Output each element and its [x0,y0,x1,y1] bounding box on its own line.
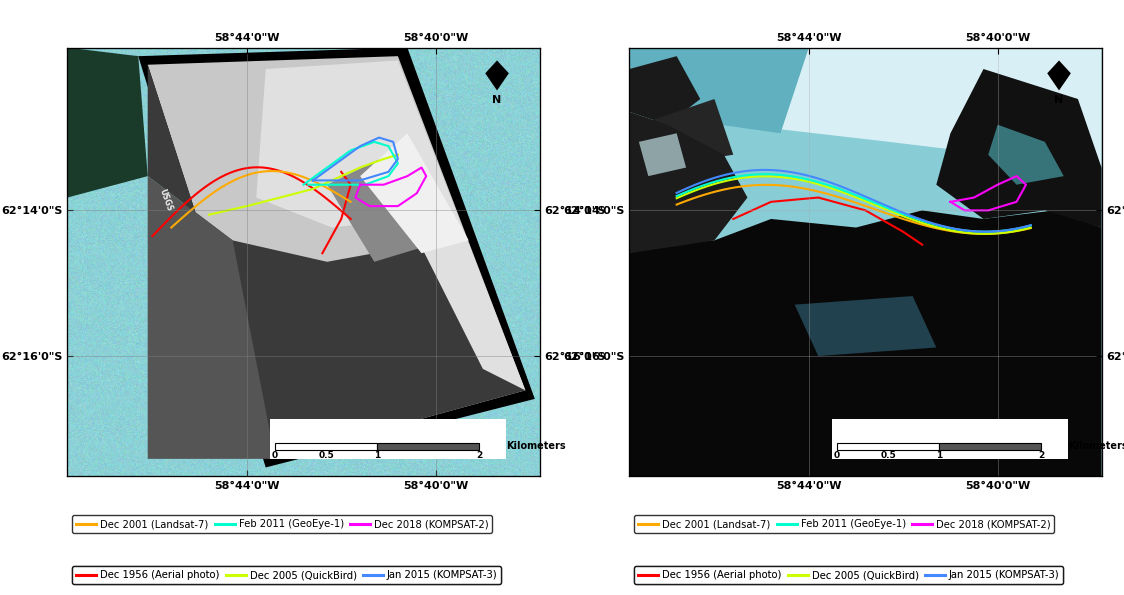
Polygon shape [629,211,1102,476]
Bar [837,443,940,450]
Legend: Dec 2001 (Landsat-7), Feb 2011 (GeoEye-1), Dec 2018 (KOMPSAT-2): Dec 2001 (Landsat-7), Feb 2011 (GeoEye-1… [72,515,492,534]
Polygon shape [256,61,525,390]
Polygon shape [1048,61,1071,90]
Polygon shape [638,133,686,176]
Polygon shape [795,296,936,356]
Polygon shape [629,56,700,125]
Text: Kilometers: Kilometers [1069,441,1124,452]
Polygon shape [988,125,1063,184]
Text: 0.5: 0.5 [318,451,334,460]
Polygon shape [147,56,525,459]
Text: 0.5: 0.5 [880,451,896,460]
Polygon shape [629,112,747,253]
Text: USGS: USGS [157,187,173,212]
Text: 2: 2 [1037,451,1044,460]
Text: Kilometers: Kilometers [507,441,566,452]
Text: 1: 1 [936,451,942,460]
Text: N: N [492,95,501,105]
Polygon shape [936,69,1102,227]
Polygon shape [629,48,1102,168]
Text: 0: 0 [834,451,841,460]
Polygon shape [67,48,147,198]
Bar [378,443,479,450]
Bar [275,443,378,450]
Polygon shape [147,65,275,459]
Polygon shape [327,155,445,262]
Text: 2: 2 [475,451,482,460]
Polygon shape [138,48,535,468]
FancyBboxPatch shape [271,419,507,459]
Text: 0: 0 [272,451,279,460]
Text: N: N [1054,95,1063,105]
Legend: Dec 1956 (Aerial photo), Dec 2005 (QuickBird), Jan 2015 (KOMPSAT-3): Dec 1956 (Aerial photo), Dec 2005 (Quick… [634,566,1063,584]
FancyBboxPatch shape [833,419,1069,459]
Bar [940,443,1041,450]
Text: 1: 1 [374,451,380,460]
Polygon shape [147,65,525,459]
Polygon shape [629,48,809,133]
Polygon shape [360,133,469,253]
Polygon shape [486,61,509,90]
Legend: Dec 2001 (Landsat-7), Feb 2011 (GeoEye-1), Dec 2018 (KOMPSAT-2): Dec 2001 (Landsat-7), Feb 2011 (GeoEye-1… [634,515,1054,534]
Polygon shape [638,99,733,168]
Legend: Dec 1956 (Aerial photo), Dec 2005 (QuickBird), Jan 2015 (KOMPSAT-3): Dec 1956 (Aerial photo), Dec 2005 (Quick… [72,566,501,584]
